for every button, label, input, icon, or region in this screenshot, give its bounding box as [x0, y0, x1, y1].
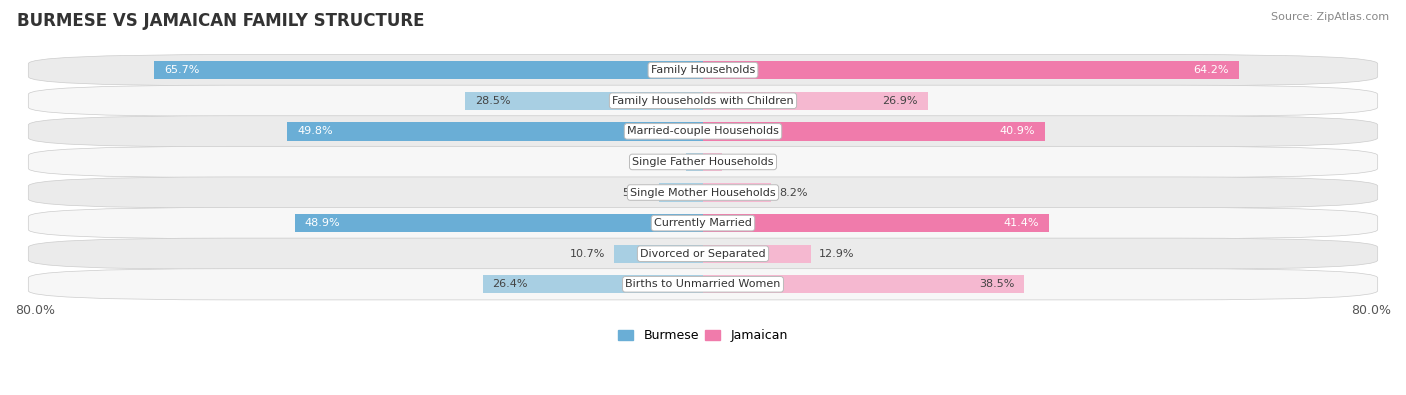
- Text: Single Mother Households: Single Mother Households: [630, 188, 776, 198]
- Text: 5.3%: 5.3%: [623, 188, 651, 198]
- Text: Divorced or Separated: Divorced or Separated: [640, 249, 766, 259]
- Text: 38.5%: 38.5%: [979, 279, 1015, 289]
- Text: 26.4%: 26.4%: [492, 279, 529, 289]
- Bar: [703, 61, 1239, 79]
- Text: 40.9%: 40.9%: [1000, 126, 1035, 136]
- Bar: [155, 61, 703, 79]
- Text: Currently Married: Currently Married: [654, 218, 752, 228]
- Text: Family Households: Family Households: [651, 65, 755, 75]
- Text: 28.5%: 28.5%: [475, 96, 510, 106]
- Legend: Burmese, Jamaican: Burmese, Jamaican: [613, 324, 793, 347]
- Text: Births to Unmarried Women: Births to Unmarried Women: [626, 279, 780, 289]
- FancyBboxPatch shape: [28, 146, 1378, 177]
- Bar: [295, 214, 703, 232]
- Bar: [703, 245, 811, 263]
- FancyBboxPatch shape: [28, 207, 1378, 239]
- Text: Source: ZipAtlas.com: Source: ZipAtlas.com: [1271, 12, 1389, 22]
- Text: 64.2%: 64.2%: [1194, 65, 1229, 75]
- Text: Married-couple Households: Married-couple Households: [627, 126, 779, 136]
- Text: 12.9%: 12.9%: [818, 249, 855, 259]
- Text: 2.3%: 2.3%: [730, 157, 759, 167]
- Bar: [465, 92, 703, 110]
- Bar: [703, 183, 772, 202]
- Bar: [482, 275, 703, 293]
- Text: 8.2%: 8.2%: [779, 188, 808, 198]
- FancyBboxPatch shape: [28, 238, 1378, 269]
- Text: 2.0%: 2.0%: [650, 157, 678, 167]
- Text: Single Father Households: Single Father Households: [633, 157, 773, 167]
- Bar: [703, 275, 1025, 293]
- FancyBboxPatch shape: [28, 177, 1378, 208]
- Text: 26.9%: 26.9%: [882, 96, 918, 106]
- FancyBboxPatch shape: [28, 55, 1378, 86]
- Bar: [703, 122, 1045, 141]
- Bar: [613, 245, 703, 263]
- Bar: [703, 153, 723, 171]
- Bar: [659, 183, 703, 202]
- FancyBboxPatch shape: [28, 116, 1378, 147]
- Bar: [287, 122, 703, 141]
- Text: 10.7%: 10.7%: [571, 249, 606, 259]
- Bar: [703, 92, 928, 110]
- Text: 65.7%: 65.7%: [165, 65, 200, 75]
- Text: 41.4%: 41.4%: [1002, 218, 1039, 228]
- Bar: [686, 153, 703, 171]
- Text: BURMESE VS JAMAICAN FAMILY STRUCTURE: BURMESE VS JAMAICAN FAMILY STRUCTURE: [17, 12, 425, 30]
- Bar: [703, 214, 1049, 232]
- Text: 49.8%: 49.8%: [297, 126, 333, 136]
- Text: 48.9%: 48.9%: [305, 218, 340, 228]
- FancyBboxPatch shape: [28, 269, 1378, 300]
- Text: Family Households with Children: Family Households with Children: [612, 96, 794, 106]
- FancyBboxPatch shape: [28, 85, 1378, 117]
